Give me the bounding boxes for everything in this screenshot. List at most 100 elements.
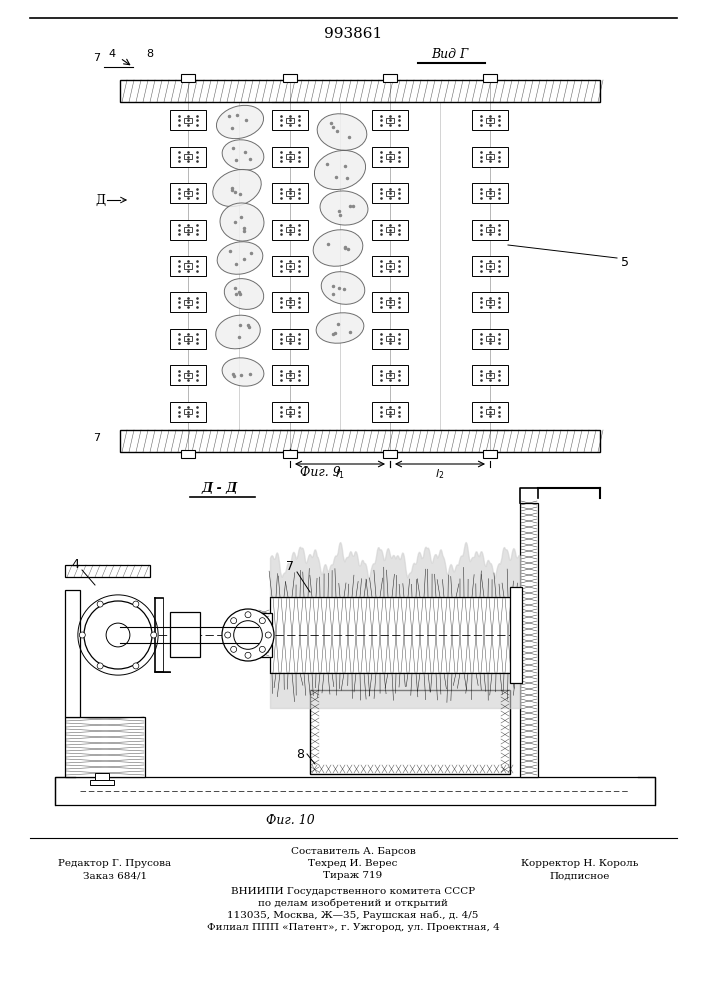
Polygon shape [65, 590, 80, 717]
Text: 4: 4 [108, 49, 115, 59]
Text: 993861: 993861 [324, 27, 382, 41]
Ellipse shape [321, 272, 365, 304]
Text: 7: 7 [93, 433, 100, 443]
Bar [483, 74, 497, 82]
Text: Филиал ППП «Патент», г. Ужгород, ул. Проектная, 4: Филиал ППП «Патент», г. Ужгород, ул. Про… [206, 922, 499, 932]
Bar [510, 587, 522, 683]
Bar [372, 110, 408, 130]
Text: Тираж 719: Тираж 719 [323, 871, 382, 880]
Ellipse shape [222, 140, 264, 170]
Bar [184, 336, 192, 341]
Bar [486, 118, 494, 123]
Bar [181, 74, 195, 82]
Ellipse shape [313, 230, 363, 266]
Bar [170, 329, 206, 349]
Bar [170, 256, 206, 276]
Ellipse shape [217, 242, 263, 274]
Text: по делам изобретений и открытий: по делам изобретений и открытий [258, 898, 448, 908]
Text: Фиг. 10: Фиг. 10 [266, 814, 315, 826]
Text: 8: 8 [146, 49, 153, 59]
Bar [386, 154, 394, 159]
Bar [386, 300, 394, 305]
Text: Д - Д: Д - Д [202, 482, 238, 494]
Circle shape [259, 646, 265, 652]
Bar [472, 365, 508, 385]
Circle shape [259, 618, 265, 624]
Circle shape [106, 623, 130, 647]
Bar [272, 183, 308, 203]
Text: Техред И. Верес: Техред И. Верес [308, 859, 397, 868]
Bar [386, 227, 394, 232]
Ellipse shape [222, 358, 264, 386]
Bar [286, 154, 294, 159]
Text: 7: 7 [286, 560, 294, 574]
Bar [184, 263, 192, 269]
Bar [283, 450, 297, 458]
Bar [286, 300, 294, 305]
Bar [472, 110, 508, 130]
Circle shape [222, 609, 274, 661]
Bar [472, 147, 508, 167]
Bar [486, 336, 494, 341]
Bar [272, 365, 308, 385]
Ellipse shape [216, 105, 264, 139]
Bar [486, 227, 494, 232]
Bar [258, 613, 272, 657]
Bar [372, 147, 408, 167]
Circle shape [133, 663, 139, 669]
Circle shape [79, 632, 86, 638]
Bar [170, 292, 206, 312]
Bar [120, 80, 600, 102]
Bar [286, 336, 294, 341]
Bar [472, 220, 508, 240]
Bar [372, 256, 408, 276]
Circle shape [133, 601, 139, 607]
Circle shape [84, 601, 152, 669]
Circle shape [97, 601, 103, 607]
Ellipse shape [213, 169, 262, 207]
Text: ВНИИПИ Государственного комитета СССР: ВНИИПИ Государственного комитета СССР [231, 886, 475, 896]
Bar [486, 154, 494, 159]
Bar [272, 256, 308, 276]
Circle shape [230, 646, 237, 652]
Bar [386, 336, 394, 341]
Bar [386, 263, 394, 269]
Circle shape [245, 612, 251, 618]
Bar [272, 110, 308, 130]
Bar [310, 690, 510, 774]
Bar [372, 365, 408, 385]
Bar [184, 227, 192, 232]
Text: $l_1$: $l_1$ [335, 467, 345, 481]
Bar [170, 612, 200, 657]
Bar [372, 220, 408, 240]
Ellipse shape [315, 150, 366, 190]
Text: 5: 5 [621, 255, 629, 268]
Bar [486, 300, 494, 305]
Bar [286, 409, 294, 414]
Bar [486, 263, 494, 269]
Bar [95, 773, 109, 781]
Bar [272, 402, 308, 422]
Text: 8: 8 [296, 748, 304, 760]
Bar [222, 627, 274, 643]
Bar [520, 503, 538, 777]
Bar [283, 74, 297, 82]
Bar [486, 409, 494, 414]
Bar [272, 292, 308, 312]
Bar [184, 409, 192, 414]
Ellipse shape [220, 203, 264, 241]
Bar [65, 717, 145, 777]
Bar [472, 183, 508, 203]
Circle shape [151, 632, 157, 638]
Bar [472, 256, 508, 276]
Bar [472, 292, 508, 312]
Ellipse shape [216, 315, 260, 349]
Bar [286, 373, 294, 378]
Bar [184, 300, 192, 305]
Ellipse shape [316, 313, 364, 343]
Bar [383, 74, 397, 82]
Circle shape [230, 618, 237, 624]
Bar [120, 430, 600, 452]
Bar [170, 183, 206, 203]
Circle shape [245, 652, 251, 658]
